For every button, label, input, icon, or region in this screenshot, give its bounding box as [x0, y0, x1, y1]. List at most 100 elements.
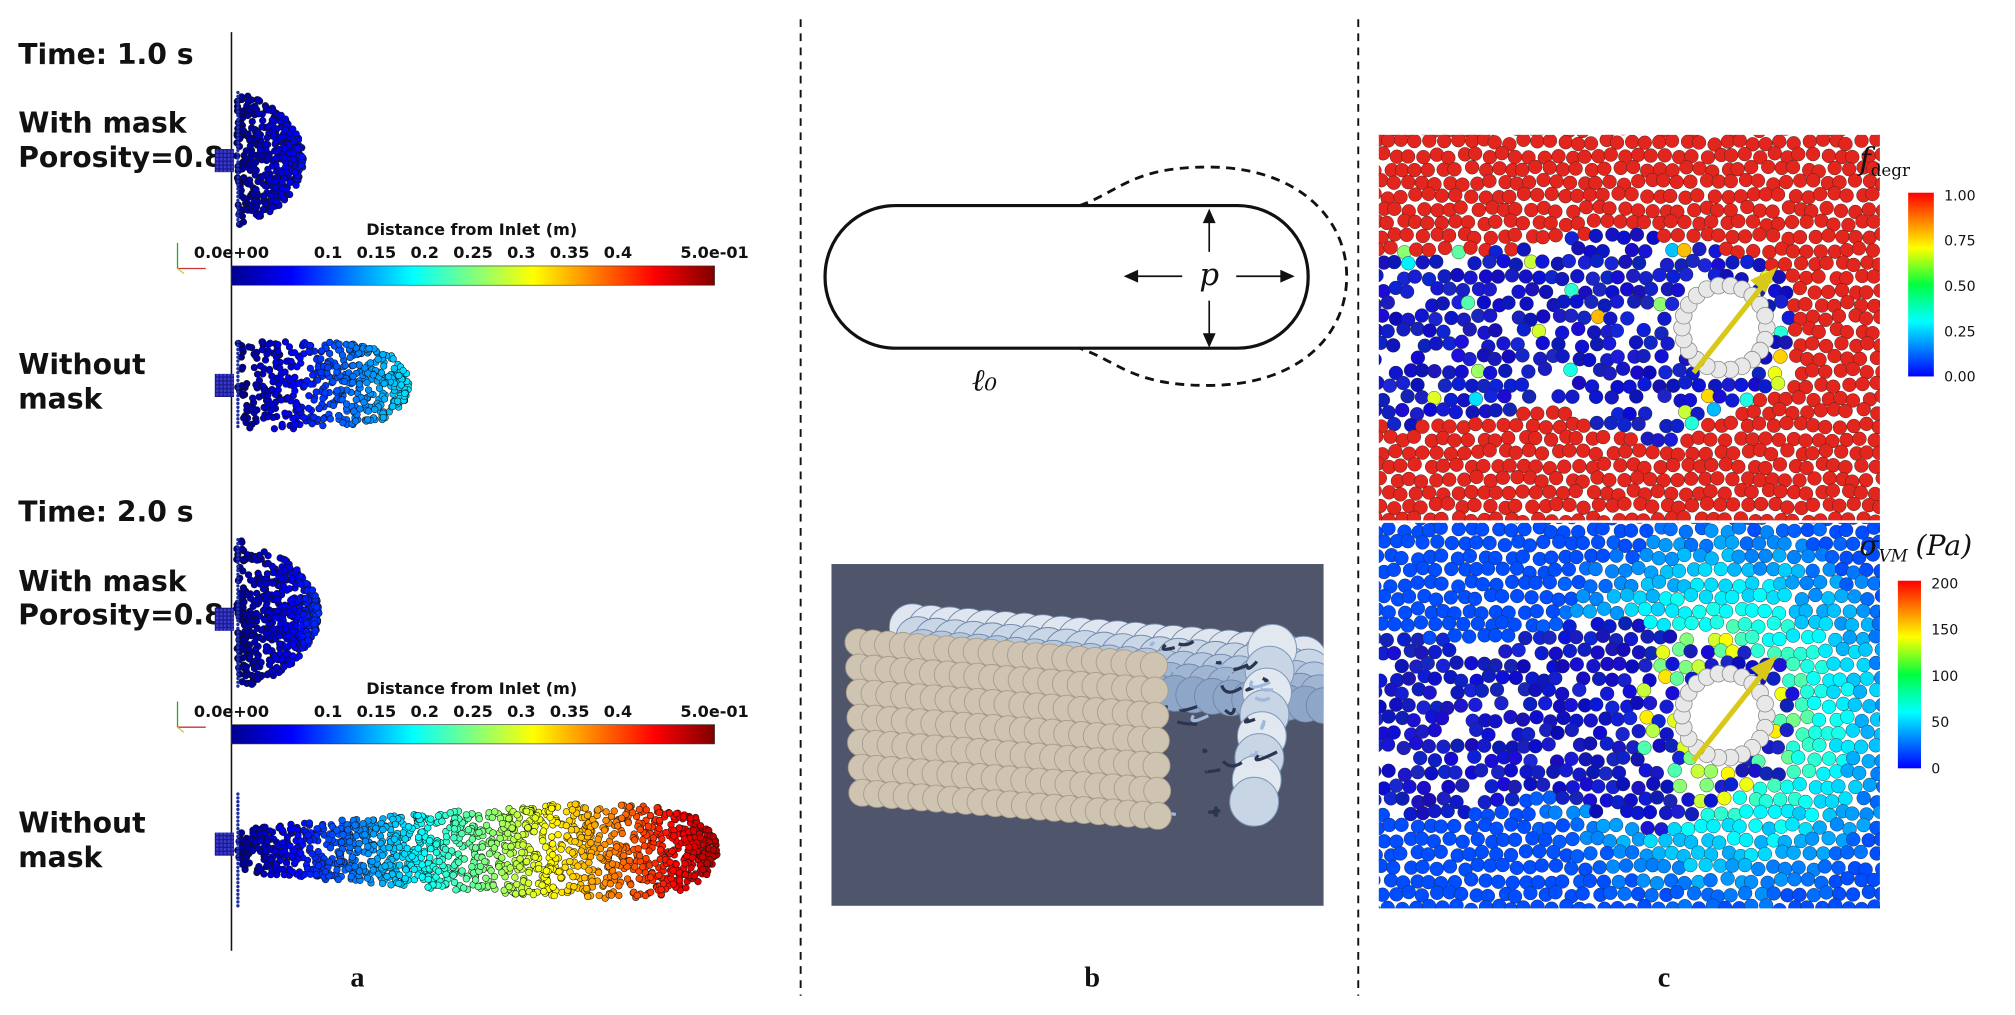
particle — [1588, 561, 1603, 577]
particle — [498, 819, 507, 828]
particle — [1513, 134, 1521, 136]
particle — [1467, 497, 1482, 513]
particle — [1511, 642, 1526, 658]
inlet-particle — [236, 351, 240, 355]
particle — [258, 173, 266, 181]
particle — [272, 861, 280, 869]
particle — [390, 835, 398, 843]
particle — [1827, 186, 1842, 201]
particle — [240, 414, 248, 422]
particle — [1521, 364, 1536, 379]
particle — [1437, 378, 1453, 393]
particle — [1737, 146, 1752, 162]
particle — [310, 413, 318, 421]
particle — [1428, 336, 1444, 351]
particle — [1794, 615, 1809, 630]
particle — [1603, 147, 1618, 162]
particle — [1753, 134, 1766, 139]
capsule-outline — [823, 203, 1310, 350]
particle — [1813, 187, 1828, 202]
particle — [1700, 645, 1716, 660]
particle — [1605, 134, 1615, 137]
particle — [291, 168, 299, 176]
particle — [1549, 497, 1564, 512]
particle — [424, 875, 432, 883]
particle — [1470, 363, 1486, 379]
particle — [344, 826, 352, 834]
particle — [1434, 576, 1449, 591]
particle — [468, 835, 476, 843]
particle — [1875, 471, 1880, 485]
particle — [569, 873, 577, 881]
particle — [1624, 242, 1640, 258]
particle — [1684, 498, 1700, 513]
particle — [1488, 214, 1503, 229]
inlet-particle — [236, 900, 240, 904]
particle — [1383, 429, 1398, 444]
particle — [1825, 483, 1840, 498]
particle — [1724, 535, 1740, 550]
particle — [1488, 485, 1504, 500]
inlet-particle — [236, 187, 240, 191]
particle — [1407, 457, 1422, 472]
particle — [263, 155, 272, 163]
particle — [1706, 601, 1721, 617]
particle — [504, 829, 512, 838]
particle — [1582, 187, 1598, 202]
particle — [321, 868, 329, 876]
particle — [580, 874, 589, 882]
particle — [1869, 134, 1880, 147]
particle — [318, 347, 326, 355]
particle — [1821, 148, 1837, 163]
colorbar — [231, 724, 715, 745]
sphere — [1142, 751, 1171, 780]
particle — [1497, 538, 1512, 553]
particle — [1595, 187, 1610, 202]
colorbar-tick-label: 0.25 — [453, 702, 493, 721]
particle — [1577, 642, 1592, 657]
particle — [1886, 418, 1900, 432]
particle — [1683, 587, 1699, 602]
particle — [495, 863, 503, 871]
particle — [268, 116, 276, 124]
particle — [1847, 173, 1863, 188]
particle — [1643, 335, 1658, 350]
particle — [1842, 162, 1857, 177]
particle — [1740, 254, 1755, 270]
particle — [1394, 658, 1409, 674]
particle — [1672, 363, 1687, 378]
particle — [245, 859, 253, 867]
particle — [1586, 213, 1602, 228]
particle — [1793, 416, 1809, 431]
particle — [1725, 393, 1740, 408]
particle — [498, 868, 506, 876]
particle — [460, 884, 468, 892]
particle — [1588, 389, 1604, 405]
particle — [1725, 255, 1740, 270]
particle — [1443, 590, 1459, 605]
particle — [1576, 418, 1591, 433]
particle — [379, 413, 387, 422]
particle — [1766, 418, 1782, 433]
particle — [1483, 388, 1499, 403]
particle — [1785, 244, 1801, 259]
particle — [379, 826, 387, 834]
particle — [557, 845, 565, 853]
particle — [310, 620, 318, 628]
particle — [1873, 338, 1880, 353]
particle — [1723, 174, 1738, 189]
particle — [662, 828, 670, 837]
particle — [1609, 323, 1625, 338]
particle — [1814, 298, 1830, 313]
particle — [1420, 656, 1435, 671]
particle — [1718, 604, 1734, 619]
particle — [1835, 641, 1851, 657]
particle — [1711, 174, 1726, 189]
particle — [1832, 420, 1848, 435]
particle — [399, 366, 407, 375]
particle — [1618, 444, 1633, 459]
particle — [1495, 561, 1510, 576]
particle — [636, 852, 644, 860]
inlet-particle — [236, 206, 240, 210]
particle — [1501, 295, 1516, 310]
